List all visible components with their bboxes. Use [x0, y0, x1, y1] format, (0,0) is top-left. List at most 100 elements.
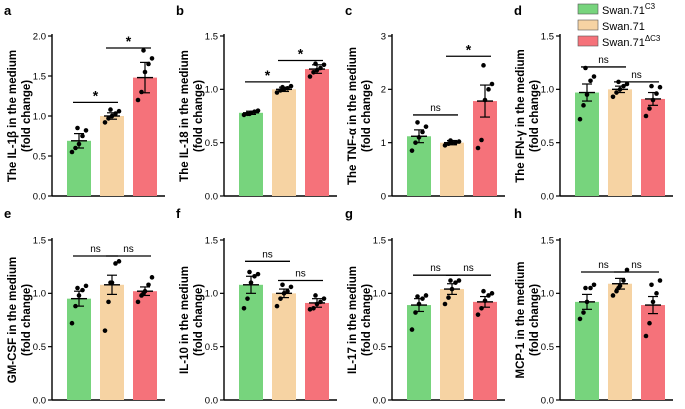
y-tick-label: 0.5	[373, 342, 386, 353]
data-point	[591, 282, 597, 288]
significance-label: *	[265, 67, 271, 83]
data-point	[621, 278, 626, 283]
data-point	[413, 310, 418, 315]
data-point	[442, 143, 448, 148]
data-point	[109, 113, 115, 119]
y-axis-label-line: IL-17 in the medium	[347, 266, 359, 374]
significance-label: ns	[90, 244, 101, 255]
y-axis-label-line: (fold change)	[193, 80, 205, 152]
data-point	[475, 312, 481, 317]
data-point	[649, 83, 654, 89]
data-point	[588, 78, 593, 84]
data-point	[442, 301, 448, 307]
y-axis-label-line: (fold change)	[361, 284, 373, 356]
significance-label: *	[298, 46, 304, 62]
data-point	[149, 56, 155, 61]
legend-name: Swan.71	[602, 21, 645, 33]
data-point	[643, 333, 649, 339]
data-point	[247, 111, 252, 117]
data-point	[456, 278, 462, 283]
data-point	[255, 271, 261, 277]
data-point	[591, 74, 597, 79]
data-point	[252, 109, 257, 115]
significance-label: ns	[123, 244, 134, 255]
bar-3	[473, 301, 497, 400]
data-point	[449, 286, 455, 292]
y-axis-label: The IL-1β in the medium (fold change)	[7, 50, 33, 182]
data-point	[318, 299, 323, 305]
data-point	[241, 112, 247, 118]
y-tick-label: 1.5	[205, 235, 218, 246]
y-tick-label: 0.5	[205, 342, 218, 353]
data-point	[255, 108, 261, 113]
data-point	[146, 61, 151, 67]
y-tick-label: 0.0	[33, 395, 46, 406]
data-point	[76, 141, 82, 147]
significance-label: ns	[430, 263, 441, 274]
panel-letter: f	[176, 206, 181, 221]
y-tick-label: 1.0	[205, 85, 218, 96]
data-point	[285, 85, 290, 91]
significance-label: *	[466, 41, 472, 57]
data-point	[415, 294, 420, 299]
bar-1	[239, 284, 263, 400]
data-point	[247, 269, 252, 275]
data-point	[423, 293, 429, 298]
significance-label: ns	[262, 249, 273, 260]
data-point	[139, 89, 144, 95]
data-point	[142, 69, 148, 75]
data-point	[280, 84, 285, 90]
data-point	[314, 67, 320, 73]
data-point	[453, 140, 458, 145]
data-point	[486, 87, 491, 92]
y-axis-label-line: The IFN-γ in the medium	[515, 49, 527, 183]
data-point	[73, 303, 78, 309]
y-tick-label: 0.0	[33, 191, 46, 202]
data-point	[479, 137, 484, 143]
data-point	[479, 305, 484, 311]
chart-panel-e: eGM-CSF in the medium (fold change)0.00.5…	[4, 206, 165, 406]
y-tick-label: 0.0	[205, 191, 218, 202]
bar-2	[100, 284, 124, 400]
data-point	[657, 84, 663, 90]
panel-letter: c	[345, 3, 352, 18]
data-point	[108, 107, 113, 112]
data-point	[69, 149, 75, 155]
data-point	[481, 288, 486, 294]
y-tick-label: 1.0	[205, 289, 218, 300]
data-point	[75, 285, 80, 291]
y-axis-label: IL-10 in the medium (fold change)	[179, 266, 205, 374]
bar-3	[133, 291, 157, 400]
y-tick-label: 1.0	[541, 289, 554, 300]
y-tick-label: 1.5	[373, 235, 386, 246]
y-tick-label: 0.0	[205, 395, 218, 406]
y-axis-label-line: (fold change)	[193, 284, 205, 356]
data-point	[280, 282, 285, 288]
y-tick-label: 1.5	[541, 31, 554, 42]
significance-label: ns	[631, 260, 642, 271]
data-point	[281, 291, 287, 296]
y-tick-label: 0.5	[541, 342, 554, 353]
y-axis-label-line: GM-CSF in the medium	[7, 257, 19, 384]
data-point	[649, 282, 654, 288]
data-point	[650, 97, 656, 103]
y-tick-label: 0.5	[33, 342, 46, 353]
significance-label: *	[93, 87, 99, 103]
panel-letter: d	[514, 3, 522, 18]
bar-2	[440, 142, 464, 196]
data-point	[624, 267, 630, 273]
significance-label: ns	[631, 70, 642, 81]
data-point	[245, 296, 250, 301]
panel-letter: g	[345, 206, 353, 221]
data-point	[453, 280, 458, 285]
y-tick-label: 0.5	[541, 138, 554, 149]
significance-label: ns	[598, 260, 609, 271]
y-axis-label: IL-17 in the medium (fold change)	[347, 266, 373, 374]
y-axis-label: The IFN-γ in the medium (fold change)	[515, 49, 541, 183]
data-point	[135, 299, 141, 305]
data-point	[610, 293, 616, 298]
y-tick-label: 0.0	[373, 395, 386, 406]
